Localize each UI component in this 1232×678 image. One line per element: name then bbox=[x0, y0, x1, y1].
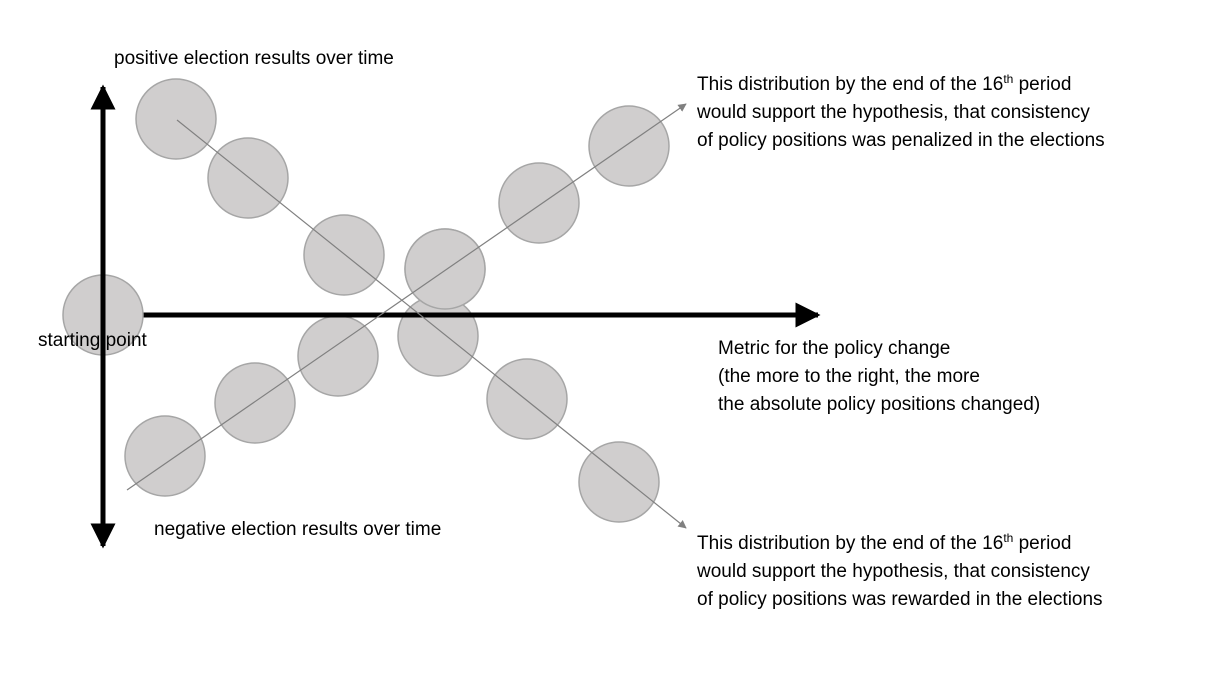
circle-penalized-2 bbox=[214, 362, 296, 444]
y-axis-positive-label: positive election results over time bbox=[114, 48, 394, 69]
penalized-scenario-line-2: would support the hypothesis, that consi… bbox=[697, 102, 1090, 123]
penalized-scenario-line-3: of policy positions was penalized in the… bbox=[697, 130, 1105, 151]
trend-line-rewarded bbox=[176, 119, 687, 529]
rewarded-scenario-line-3: of policy positions was rewarded in the … bbox=[697, 589, 1103, 610]
circle-penalized-6 bbox=[588, 105, 670, 187]
circle-rewarded-1 bbox=[135, 78, 217, 160]
penalized-scenario-label: This distribution by the end of the 16th… bbox=[697, 71, 1105, 155]
circle-rewarded-5 bbox=[486, 358, 568, 440]
circle-penalized-5 bbox=[498, 162, 580, 244]
y-axis-negative-label: negative election results over time bbox=[154, 519, 442, 540]
circle-penalized-1 bbox=[124, 415, 206, 497]
circle-penalized-3 bbox=[297, 315, 379, 397]
rewarded-scenario-line-1: This distribution by the end of the 16th… bbox=[697, 531, 1072, 554]
rewarded-scenario-label: This distribution by the end of the 16th… bbox=[697, 530, 1103, 614]
circle-rewarded-2 bbox=[207, 137, 289, 219]
circle-rewarded-6 bbox=[578, 441, 660, 523]
x-axis-label-line-3: the absolute policy positions changed) bbox=[718, 394, 1041, 415]
trend-line-penalized bbox=[126, 103, 687, 491]
rewarded-scenario-line-2: would support the hypothesis, that consi… bbox=[697, 561, 1090, 582]
x-axis-label-line-2: (the more to the right, the more bbox=[718, 366, 980, 387]
x-axis-label-line-1: Metric for the policy change bbox=[718, 338, 951, 359]
circle-penalized-4-overlay bbox=[404, 228, 486, 310]
x-axis-label: Metric for the policy change (the more t… bbox=[718, 335, 1040, 419]
penalized-scenario-line-1: This distribution by the end of the 16th… bbox=[697, 72, 1072, 95]
starting-point-label: starting point bbox=[38, 330, 147, 351]
circle-rewarded-3 bbox=[303, 214, 385, 296]
